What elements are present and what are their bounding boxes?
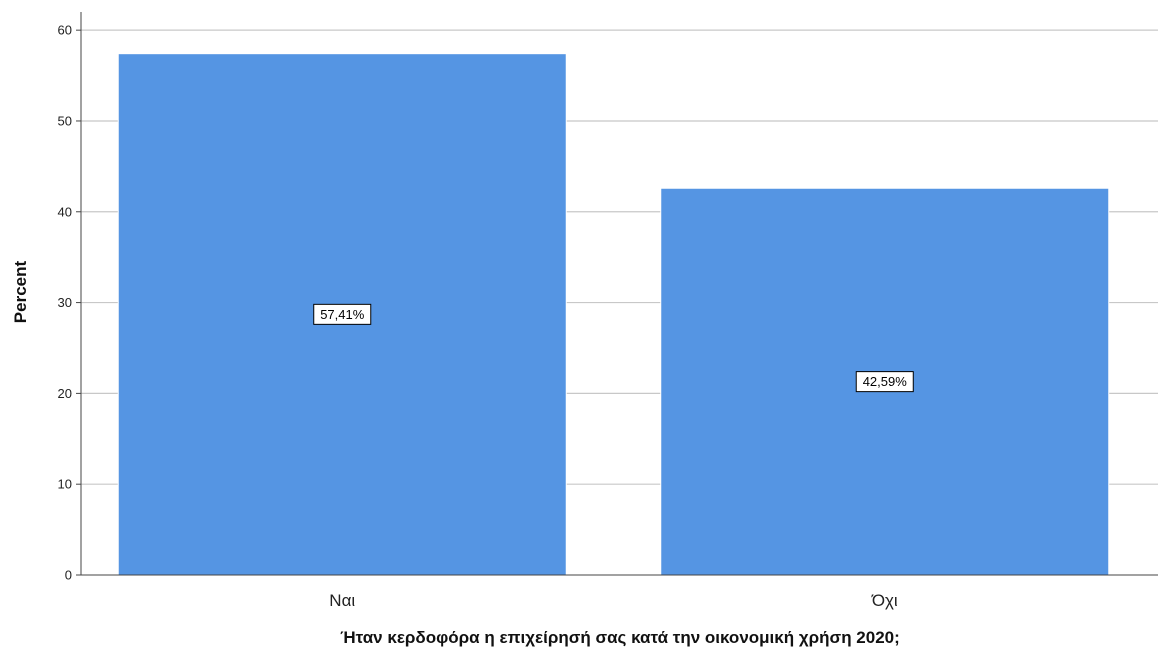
data-label-text: 57,41%: [320, 307, 365, 322]
data-label-box: [855, 371, 914, 393]
axes: [76, 12, 1158, 576]
category-labels: Ναι Όχι: [329, 591, 898, 610]
y-tick-label: 30: [58, 295, 72, 310]
y-tick-label: 20: [58, 386, 72, 401]
x-axis-title: Ήταν κερδοφόρα η επιχείρησή σας κατά την…: [340, 628, 900, 647]
y-tick-label: 0: [65, 568, 72, 583]
x-category-label: Ναι: [329, 591, 355, 610]
data-label-text: 42,59%: [863, 374, 908, 389]
y-tick-label: 40: [58, 204, 72, 219]
y-axis-title: Percent: [11, 260, 30, 323]
bars: [117, 53, 1110, 576]
y-tick-label: 10: [58, 477, 72, 492]
data-label-0: 57,41%: [313, 303, 372, 325]
data-label-1: 42,59%: [855, 371, 914, 393]
data-label-box: [313, 303, 372, 325]
x-category-label: Όχι: [871, 591, 898, 610]
y-tick-label: 50: [58, 113, 72, 128]
y-tick-label: 60: [58, 23, 72, 38]
tick-labels: 0 10 20 30 40 50 60: [58, 23, 72, 583]
data-labels: 57,41% 42,59%: [313, 303, 914, 393]
